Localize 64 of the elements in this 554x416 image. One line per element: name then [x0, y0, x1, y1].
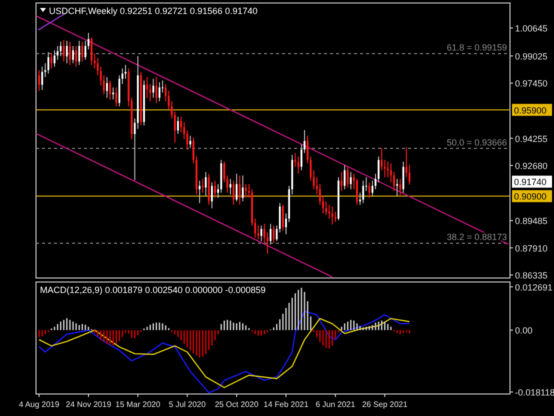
- candlestick: [90, 36, 92, 66]
- candlestick: [278, 202, 281, 233]
- x-tick-label: 26 Sep 2021: [362, 400, 408, 409]
- candlestick: [297, 156, 300, 174]
- candlestick: [66, 40, 68, 64]
- candlestick: [362, 180, 364, 204]
- candlestick: [236, 173, 238, 202]
- candlestick: [177, 116, 179, 135]
- y-tick-label: 0.012691: [515, 282, 553, 292]
- candlestick: [328, 204, 330, 220]
- candlestick: [189, 135, 192, 148]
- candlestick: [198, 180, 201, 204]
- candlestick: [41, 66, 44, 91]
- annotation: 0.91740: [514, 177, 547, 188]
- x-tick-label: 14 Feb 2021: [264, 400, 310, 409]
- ref-line-label: 50.0 = 0.93666: [446, 137, 507, 148]
- y-tick-label: 0.89485: [515, 216, 548, 226]
- y-tick-label: 0.97450: [515, 78, 548, 89]
- x-tick-label: 15 Mar 2020: [115, 400, 161, 409]
- candlestick: [340, 172, 342, 192]
- candlestick: [270, 223, 272, 246]
- ref-line-label: 61.8 = 0.99159: [446, 42, 507, 53]
- candlestick: [368, 182, 370, 198]
- candlestick: [155, 76, 158, 104]
- candlestick: [75, 45, 78, 68]
- candlestick: [202, 178, 204, 194]
- candlestick: [211, 182, 213, 209]
- candlestick: [50, 52, 52, 69]
- x-tick-label: 4 Aug 2019: [18, 400, 60, 409]
- candlestick: [106, 76, 108, 98]
- candlestick: [230, 178, 232, 195]
- y-tick-label: 0.87910: [515, 243, 548, 254]
- candlestick: [158, 82, 160, 102]
- candlestick: [69, 41, 71, 66]
- candlestick: [112, 86, 114, 100]
- y-tick-label: 0.99025: [515, 51, 548, 62]
- x-tick-label: 5 Jul 2020: [168, 400, 206, 409]
- candlestick: [109, 80, 111, 100]
- candlestick: [146, 76, 148, 98]
- candlestick: [47, 52, 50, 74]
- y-tick-label: 0.92680: [515, 160, 548, 171]
- chart-title: USDCHF,Weekly 0.92251 0.92721 0.91566 0.91740: [49, 6, 258, 16]
- candlestick: [244, 184, 247, 198]
- candlestick: [344, 164, 346, 190]
- y-tick-label: 1.00645: [515, 23, 548, 34]
- y-tick-label: 0.00: [515, 326, 533, 336]
- candlestick: [72, 45, 74, 64]
- y-tick-label: 0.86335: [515, 270, 548, 280]
- y-tick-label: 0.94255: [515, 134, 548, 144]
- candlestick: [232, 180, 234, 206]
- candlestick: [38, 70, 40, 92]
- x-tick-label: 24 Nov 2019: [66, 400, 112, 409]
- ref-line-label: 0.90900: [514, 192, 547, 202]
- candlestick: [272, 225, 275, 244]
- y-tick-label: -0.018118: [515, 388, 554, 398]
- x-tick-label: 25 Oct 2020: [214, 400, 259, 409]
- candlestick: [396, 178, 398, 197]
- candlestick: [282, 204, 284, 232]
- chart-title: MACD(12,26,9) 0.001879 0.002540 0.000000 -0.000859: [40, 285, 266, 295]
- candlestick: [54, 50, 56, 68]
- candlestick: [214, 180, 216, 198]
- x-tick-label: 6 Jun 2021: [316, 400, 356, 409]
- candlestick: [350, 172, 352, 190]
- ref-line-label: 0.95900: [514, 105, 547, 116]
